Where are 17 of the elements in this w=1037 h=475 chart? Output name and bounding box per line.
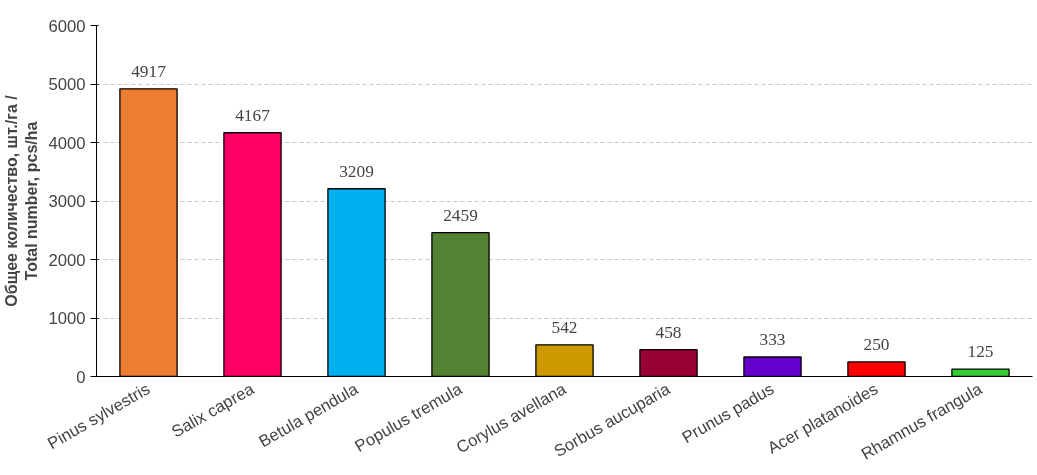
- data-label: 4167: [235, 105, 271, 125]
- data-label: 250: [863, 334, 890, 354]
- y-tick-label: 5000: [48, 75, 86, 94]
- y-tick-label: 1000: [48, 309, 86, 328]
- data-label: 125: [967, 342, 994, 362]
- y-tick-label: 3000: [48, 192, 86, 211]
- data-label: 4917: [131, 61, 167, 81]
- data-label: 2459: [443, 205, 478, 225]
- y-tick-label: 2000: [48, 250, 86, 270]
- y-tick-label: 0: [76, 367, 86, 387]
- data-label: 3209: [339, 161, 374, 181]
- y-axis-title: Общее количество, шт./га / Total number, pcs/ha: [3, 94, 41, 307]
- data-label: 333: [759, 330, 786, 350]
- data-label: 542: [551, 317, 578, 337]
- y-tick-label: 6000: [48, 16, 86, 36]
- data-label: 458: [655, 322, 682, 342]
- y-tick-label: 4000: [48, 133, 86, 153]
